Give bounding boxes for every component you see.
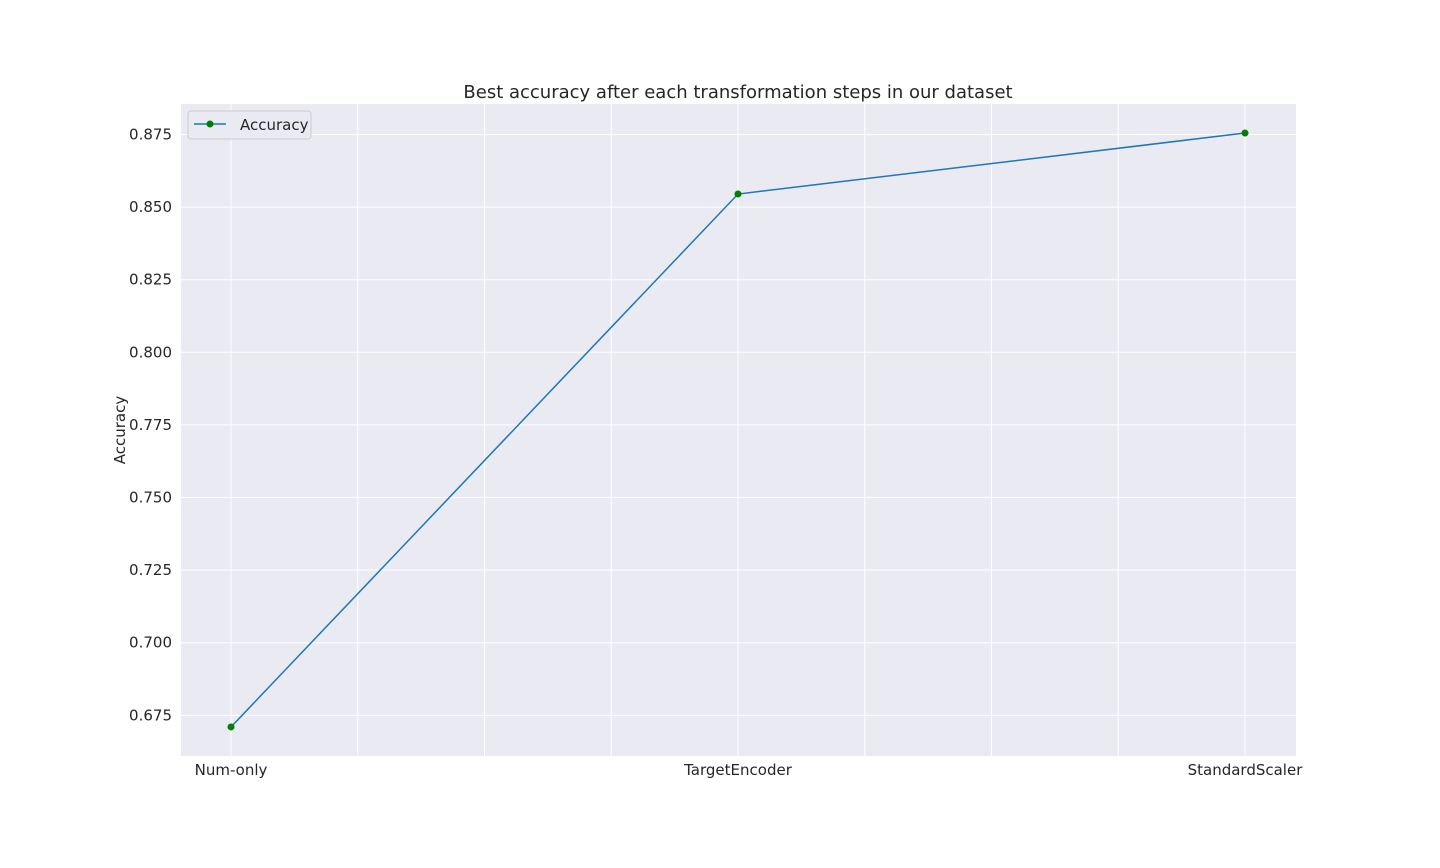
y-tick-label: 0.750	[129, 489, 172, 507]
legend[interactable]: Accuracy	[187, 110, 312, 140]
grid-lines	[181, 104, 1296, 756]
y-tick-label: 0.725	[129, 561, 172, 579]
legend-entry-accuracy: Accuracy	[240, 116, 309, 134]
y-tick-label: 0.800	[129, 343, 172, 361]
tick-labels: 0.675 0.700 0.725 0.750 0.775 0.800 0.825 0.850…	[129, 125, 1303, 779]
x-tick-label: StandardScaler	[1188, 761, 1304, 779]
y-tick-label: 0.700	[129, 634, 172, 652]
x-tick-label: TargetEncoder	[683, 761, 793, 779]
legend-marker-sample	[206, 120, 214, 128]
x-tick-label: Num-only	[195, 761, 268, 779]
legend-box	[187, 110, 312, 140]
data-point	[227, 723, 235, 731]
y-axis-label: Accuracy	[111, 396, 129, 465]
y-tick-label: 0.825	[129, 271, 172, 289]
series-layer	[227, 129, 1249, 731]
data-point	[734, 190, 742, 198]
data-point	[1241, 129, 1249, 137]
chart-title: Best accuracy after each transformation …	[463, 82, 1012, 103]
y-tick-label: 0.775	[129, 416, 172, 434]
y-tick-label: 0.675	[129, 706, 172, 724]
y-tick-label: 0.850	[129, 198, 172, 216]
y-tick-label: 0.875	[129, 125, 172, 143]
